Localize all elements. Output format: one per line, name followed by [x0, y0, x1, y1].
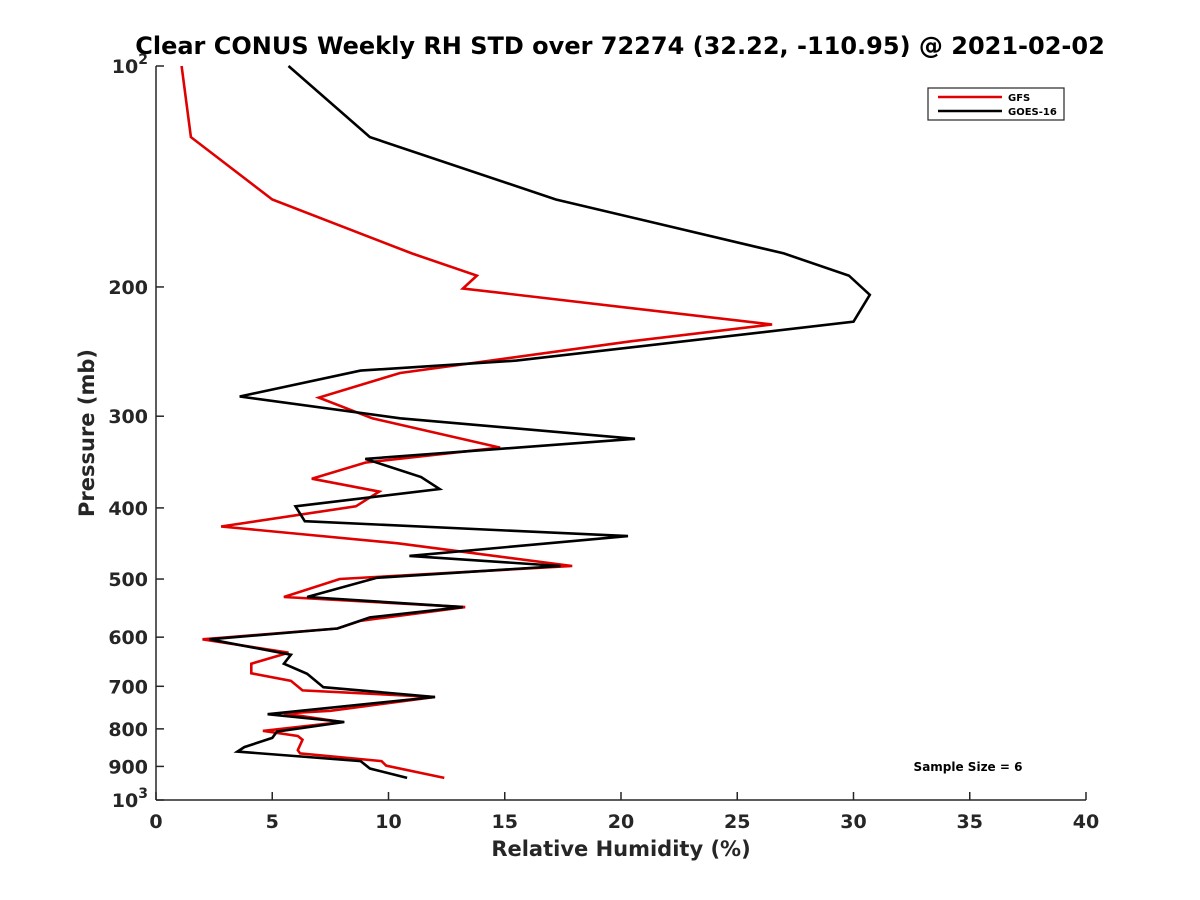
legend-label-gfs: GFS — [1008, 93, 1030, 104]
x-axis-ticks: 0 5 10 15 20 25 30 35 40 — [149, 792, 1099, 833]
x-axis-label: Relative Humidity (%) — [491, 837, 750, 861]
y-tick-label: 102 — [112, 52, 148, 78]
y-tick-label: 800 — [108, 719, 148, 741]
y-tick-label: 500 — [108, 569, 148, 591]
legend: GFS GOES-16 — [927, 87, 1065, 121]
y-axis-label: Pressure (mb) — [75, 349, 99, 517]
y-tick-label: 700 — [108, 676, 148, 698]
chart-title: Clear CONUS Weekly RH STD over 72274 (32… — [135, 32, 1105, 60]
x-tick-label: 5 — [266, 811, 279, 833]
y-axis-ticks: 102 200 300 400 500 600 700 800 900 103 — [108, 52, 164, 812]
series-line-goes16 — [209, 65, 872, 780]
x-tick-label: 10 — [375, 811, 401, 833]
y-tick-label: 600 — [108, 627, 148, 649]
x-tick-label: 35 — [957, 811, 983, 833]
x-tick-label: 25 — [724, 811, 750, 833]
x-tick-label: 0 — [149, 811, 162, 833]
legend-box — [927, 87, 1065, 121]
y-tick-label: 300 — [108, 406, 148, 428]
y-tick-label: 200 — [108, 277, 148, 299]
x-tick-label: 30 — [840, 811, 866, 833]
legend-label-goes16: GOES-16 — [1008, 107, 1057, 118]
x-tick-label: 15 — [492, 811, 518, 833]
y-tick-label: 400 — [108, 498, 148, 520]
y-tick-label: 900 — [108, 756, 148, 778]
x-tick-label: 20 — [608, 811, 634, 833]
series-layer — [180, 65, 872, 780]
y-tick-label: 103 — [112, 786, 148, 812]
plot-area — [155, 66, 1086, 801]
x-tick-label: 40 — [1073, 811, 1099, 833]
sample-size-annotation: Sample Size = 6 — [914, 760, 1023, 774]
